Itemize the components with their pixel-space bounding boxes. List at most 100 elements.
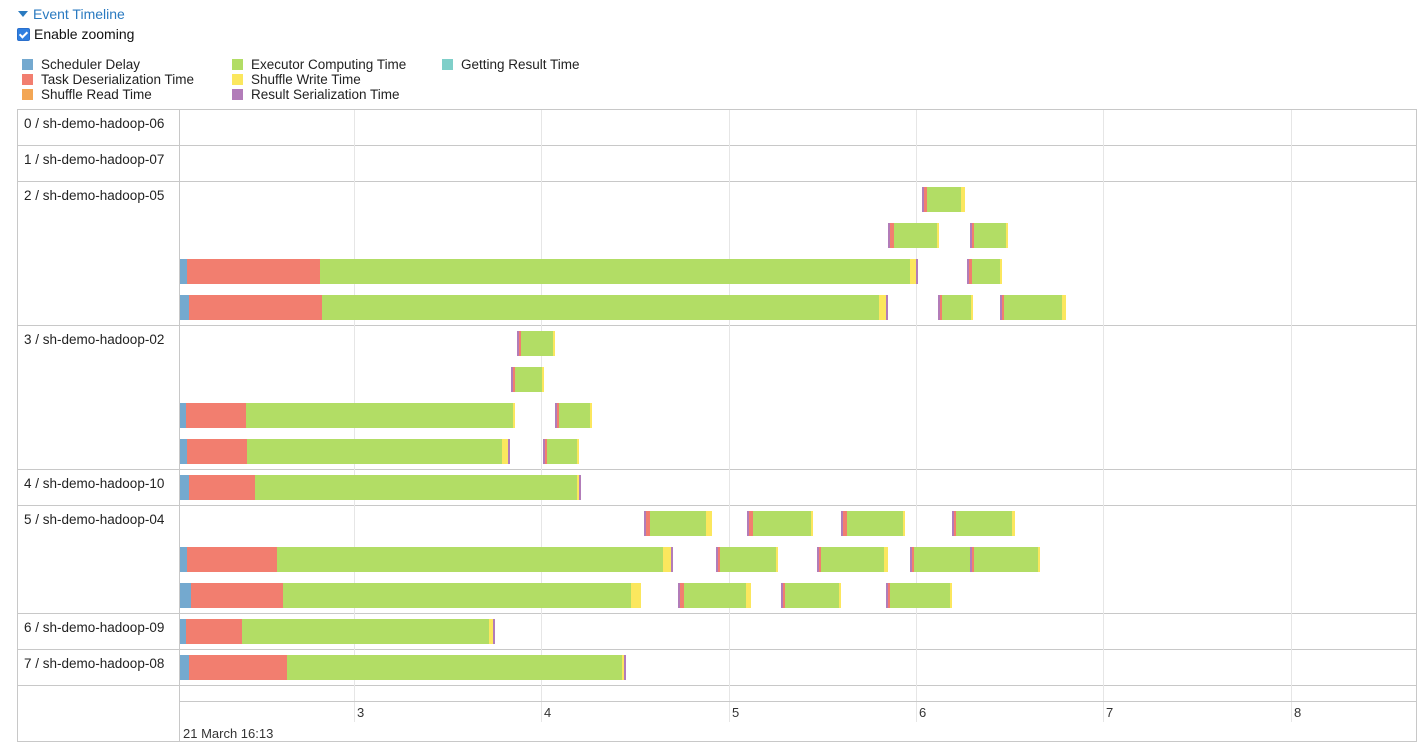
time-axis-date: 21 March 16:13 <box>183 726 274 741</box>
executor-row-label: 4 / sh-demo-hadoop-10 <box>18 470 179 506</box>
task-bar[interactable] <box>554 403 593 428</box>
legend-label-scheduler: Scheduler Delay <box>41 57 141 72</box>
enable-zooming-option[interactable]: Enable zooming <box>17 26 134 42</box>
task-bar[interactable] <box>511 367 544 392</box>
time-tick-label: 6 <box>919 705 927 720</box>
task-bar[interactable] <box>887 223 939 248</box>
task-segment-resser <box>644 511 647 536</box>
task-segment-compute <box>974 547 1038 572</box>
task-bar[interactable] <box>715 547 778 572</box>
task-segment-scheduler <box>180 547 188 572</box>
task-bar[interactable] <box>644 511 712 536</box>
task-segment-compute <box>890 583 950 608</box>
event-timeline-toggle[interactable]: Event Timeline <box>18 6 125 22</box>
task-segment-shwrite <box>1011 511 1016 536</box>
task-segment-resser <box>887 223 890 248</box>
task-segment-compute <box>820 547 885 572</box>
task-segment-deser <box>818 547 821 572</box>
task-bar[interactable] <box>180 439 510 464</box>
executor-row-label: 7 / sh-demo-hadoop-08 <box>18 650 179 686</box>
task-segment-deser <box>519 331 522 356</box>
task-bar[interactable] <box>966 259 1003 284</box>
timeline-plot-area[interactable]: 21 March 16:13 3 4 5 6 7 8 <box>180 110 1416 741</box>
caret-down-icon <box>18 11 28 17</box>
legend-label-shwrite: Shuffle Write Time <box>251 72 361 87</box>
task-segment-shwrite <box>745 583 752 608</box>
task-bar[interactable] <box>180 259 918 284</box>
task-bar[interactable] <box>517 331 555 356</box>
task-bar[interactable] <box>180 619 495 644</box>
legend-item-getres: Getting Result Time <box>442 57 580 72</box>
task-segment-compute <box>753 511 812 536</box>
task-segment-shwrite <box>1037 547 1040 572</box>
task-segment-compute <box>955 511 1012 536</box>
task-bar[interactable] <box>180 475 581 500</box>
task-bar[interactable] <box>180 403 516 428</box>
task-bar[interactable] <box>747 511 814 536</box>
time-tick-label: 3 <box>357 705 365 720</box>
task-segment-deser <box>187 547 278 572</box>
task-segment-compute <box>942 295 971 320</box>
task-segment-compute <box>650 511 707 536</box>
task-segment-compute <box>515 367 542 392</box>
task-segment-deser <box>889 223 894 248</box>
tick-mark <box>729 702 730 722</box>
task-bar[interactable] <box>910 547 981 572</box>
legend-swatch-deser <box>22 74 33 85</box>
task-segment-resser <box>951 511 954 536</box>
enable-zooming-checkbox[interactable] <box>17 27 30 41</box>
time-tick-label: 5 <box>732 705 740 720</box>
task-segment-scheduler <box>180 259 188 284</box>
task-bar[interactable] <box>180 295 888 320</box>
task-segment-resser <box>623 655 626 680</box>
task-segment-shwrite <box>621 655 624 680</box>
task-segment-compute <box>282 583 632 608</box>
task-segment-deser <box>923 187 928 212</box>
task-bar[interactable] <box>816 547 889 572</box>
tick-mark <box>916 702 917 722</box>
task-bar[interactable] <box>970 547 1040 572</box>
legend-item-deser: Task Deserialization Time <box>22 72 194 87</box>
legend-item-resser: Result Serialization Time <box>232 87 400 102</box>
task-segment-scheduler <box>180 475 190 500</box>
task-bar[interactable] <box>781 583 842 608</box>
task-segment-resser <box>781 583 784 608</box>
task-bar[interactable] <box>841 511 905 536</box>
task-segment-deser <box>556 403 559 428</box>
task-segment-shwrite <box>502 439 508 464</box>
task-segment-shwrite <box>970 295 973 320</box>
task-segment-resser <box>747 511 750 536</box>
task-segment-shwrite <box>552 331 555 356</box>
task-bar[interactable] <box>886 583 952 608</box>
task-bar[interactable] <box>180 583 641 608</box>
task-segment-compute <box>683 583 746 608</box>
executor-row-separator <box>180 181 1416 182</box>
task-segment-deser <box>513 367 516 392</box>
task-segment-resser <box>715 547 718 572</box>
task-bar[interactable] <box>938 295 973 320</box>
task-segment-shwrite <box>936 223 939 248</box>
task-segment-compute <box>846 511 903 536</box>
time-tick-label: 7 <box>1106 705 1114 720</box>
executor-row-label: 6 / sh-demo-hadoop-09 <box>18 614 179 650</box>
gridline <box>729 110 730 701</box>
task-segment-compute <box>286 655 622 680</box>
task-segment-deser <box>189 295 323 320</box>
task-bar[interactable] <box>180 547 673 572</box>
task-bar[interactable] <box>678 583 752 608</box>
legend-swatch-scheduler <box>22 59 33 70</box>
task-bar[interactable] <box>970 223 1009 248</box>
task-segment-deser <box>680 583 684 608</box>
task-segment-deser <box>912 547 915 572</box>
task-bar[interactable] <box>1000 295 1067 320</box>
task-bar[interactable] <box>543 439 580 464</box>
task-segment-resser <box>578 475 581 500</box>
event-timeline[interactable]: 0 / sh-demo-hadoop-06 1 / sh-demo-hadoop-… <box>17 109 1417 742</box>
task-segment-compute <box>914 547 979 572</box>
task-segment-resser <box>816 547 819 572</box>
task-bar[interactable] <box>951 511 1016 536</box>
task-bar[interactable] <box>180 655 626 680</box>
time-axis-line <box>180 701 1416 702</box>
task-bar[interactable] <box>921 187 965 212</box>
task-segment-scheduler <box>180 403 186 428</box>
